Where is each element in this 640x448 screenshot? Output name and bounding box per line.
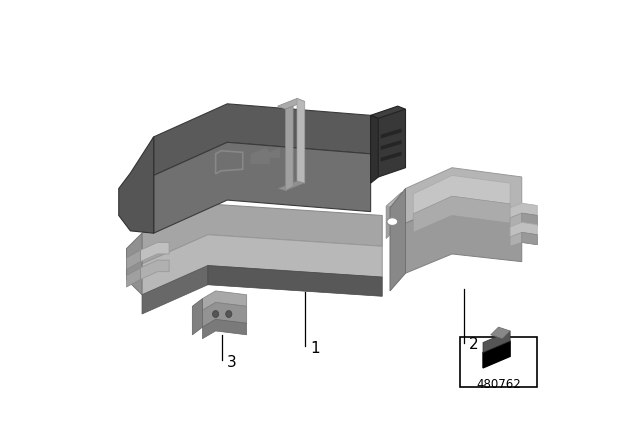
Polygon shape (127, 268, 140, 287)
Polygon shape (208, 266, 382, 296)
Polygon shape (202, 319, 246, 339)
Polygon shape (142, 266, 208, 314)
Polygon shape (285, 106, 293, 191)
Text: 1: 1 (310, 340, 320, 356)
Polygon shape (386, 192, 402, 238)
Polygon shape (250, 148, 280, 164)
Polygon shape (510, 213, 537, 227)
Polygon shape (522, 213, 537, 225)
Polygon shape (413, 196, 510, 233)
Polygon shape (413, 176, 510, 214)
Polygon shape (381, 129, 402, 138)
Text: 2: 2 (469, 336, 479, 352)
Bar (460, 337, 537, 387)
Polygon shape (491, 327, 510, 339)
Polygon shape (154, 142, 371, 233)
Polygon shape (378, 109, 406, 177)
Text: 480762: 480762 (476, 378, 521, 391)
Polygon shape (483, 331, 510, 353)
Ellipse shape (226, 310, 232, 318)
Polygon shape (510, 222, 537, 237)
Polygon shape (127, 233, 142, 295)
Polygon shape (193, 299, 202, 335)
Polygon shape (386, 192, 413, 208)
Polygon shape (140, 260, 169, 280)
Text: 3: 3 (227, 355, 237, 370)
Polygon shape (278, 99, 305, 109)
Polygon shape (119, 137, 154, 233)
Polygon shape (483, 341, 510, 368)
Polygon shape (142, 235, 382, 295)
Polygon shape (140, 242, 169, 262)
Polygon shape (510, 233, 537, 246)
Polygon shape (371, 116, 378, 183)
Polygon shape (381, 151, 402, 162)
Ellipse shape (387, 218, 397, 225)
Polygon shape (131, 137, 154, 233)
Polygon shape (406, 204, 522, 273)
Polygon shape (510, 203, 537, 218)
Polygon shape (142, 204, 382, 264)
Polygon shape (127, 250, 140, 269)
Polygon shape (154, 104, 371, 176)
Polygon shape (406, 168, 522, 223)
Polygon shape (522, 233, 537, 245)
Polygon shape (381, 140, 402, 150)
Polygon shape (202, 291, 246, 310)
Polygon shape (371, 106, 406, 118)
Polygon shape (202, 302, 246, 327)
Polygon shape (390, 189, 406, 291)
Ellipse shape (212, 310, 219, 318)
Polygon shape (297, 99, 305, 183)
Polygon shape (278, 181, 305, 191)
